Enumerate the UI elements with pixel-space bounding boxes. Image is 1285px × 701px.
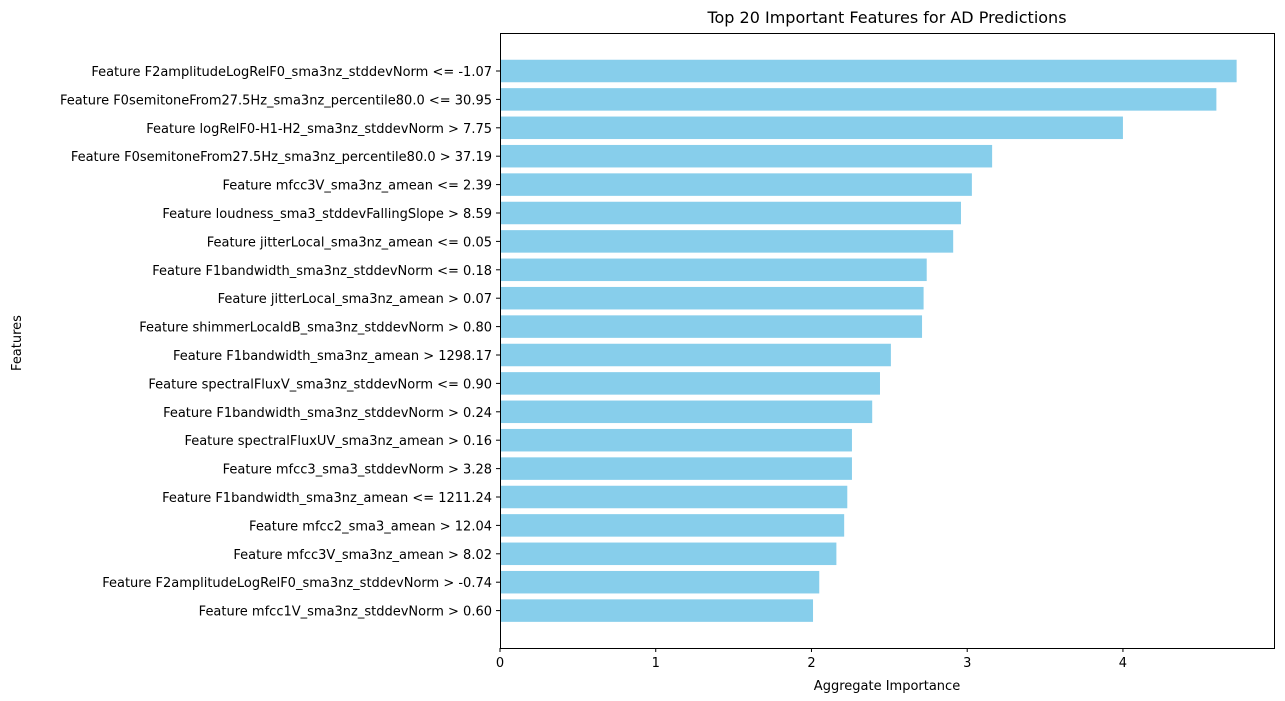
y-tick-label: Feature spectralFluxV_sma3nz_stddevNorm … [148, 377, 492, 392]
bars-group [500, 59, 1237, 622]
bar [500, 315, 923, 338]
y-tick-label: Feature F1bandwidth_sma3nz_amean > 1298.… [173, 349, 492, 364]
bar [500, 457, 852, 480]
y-tick-label: Feature loudness_sma3_stddevFallingSlope… [162, 207, 492, 222]
y-tick-label: Feature F2amplitudeLogRelF0_sma3nz_stdde… [91, 65, 492, 80]
bar [500, 230, 954, 253]
y-tick-label: Feature mfcc3V_sma3nz_amean <= 2.39 [222, 179, 492, 194]
y-tick-label: Feature mfcc2_sma3_amean > 12.04 [249, 519, 492, 534]
y-tick-label: Feature mfcc3V_sma3nz_amean > 8.02 [233, 548, 492, 563]
bar [500, 542, 837, 566]
y-tick-label: Feature F1bandwidth_sma3nz_stddevNorm > … [163, 406, 492, 421]
y-tick-label: Feature jitterLocal_sma3nz_amean <= 0.05 [207, 235, 492, 250]
y-tick-label: Feature F1bandwidth_sma3nz_amean <= 1211… [162, 491, 492, 506]
bar [500, 428, 852, 452]
x-tick-labels: 0 1 2 3 4 [496, 648, 1127, 671]
y-tick-label: Feature logRelF0-H1-H2_sma3nz_stddevNorm… [146, 122, 492, 137]
y-tick-label: Feature spectralFluxUV_sma3nz_amean > 0.… [184, 434, 492, 449]
y-tick-label: Feature jitterLocal_sma3nz_amean > 0.07 [218, 292, 492, 307]
y-axis-label: Features [10, 315, 25, 371]
y-tick-label: Feature shimmerLocaldB_sma3nz_stddevNorm… [139, 321, 492, 336]
bar [500, 400, 873, 424]
bar [500, 286, 924, 310]
y-tick-label: Feature F1bandwidth_sma3nz_stddevNorm <=… [152, 264, 492, 279]
bar [500, 372, 880, 395]
plot-area-frame [500, 33, 1275, 649]
bar [500, 258, 927, 282]
bar [500, 570, 820, 594]
y-tick-label: Feature F0semitoneFrom27.5Hz_sma3nz_perc… [71, 150, 492, 165]
x-tick-label: 1 [652, 656, 660, 671]
y-tick-labels: Feature F2amplitudeLogRelF0_sma3nz_stdde… [60, 65, 500, 620]
bar [500, 201, 961, 225]
bar [500, 116, 1123, 140]
x-tick-label: 4 [1119, 656, 1127, 671]
bar [500, 88, 1217, 111]
chart-title: Top 20 Important Features for AD Predict… [706, 8, 1066, 27]
x-tick-label: 2 [807, 656, 815, 671]
bar [500, 599, 814, 622]
x-tick-label: 3 [963, 656, 971, 671]
bar [500, 514, 845, 537]
bar [500, 144, 993, 168]
x-axis-label: Aggregate Importance [814, 679, 960, 694]
bar [500, 343, 891, 367]
bar [500, 485, 848, 509]
y-tick-label: Feature mfcc3_sma3_stddevNorm > 3.28 [223, 463, 492, 478]
y-tick-label: Feature F0semitoneFrom27.5Hz_sma3nz_perc… [60, 93, 492, 108]
bar [500, 59, 1237, 83]
x-tick-label: 0 [496, 656, 504, 671]
bar [500, 173, 972, 196]
y-tick-label: Feature mfcc1V_sma3nz_stddevNorm > 0.60 [199, 605, 492, 620]
y-tick-label: Feature F2amplitudeLogRelF0_sma3nz_stdde… [102, 576, 492, 591]
